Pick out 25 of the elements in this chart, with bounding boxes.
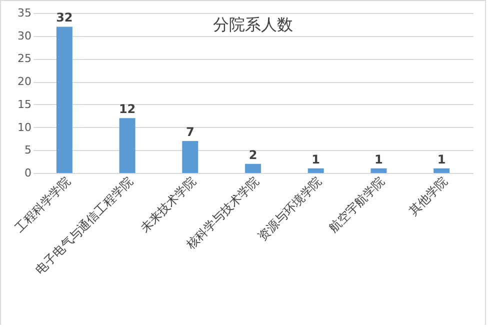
y-tick-label: 10 <box>18 120 32 134</box>
bar <box>119 118 136 173</box>
y-tick-label: 30 <box>18 29 32 42</box>
data-label: 1 <box>374 152 383 166</box>
y-tick-label: 15 <box>18 98 32 111</box>
x-tick-label: 其他学院 <box>406 174 450 218</box>
y-tick-label: 20 <box>18 75 32 88</box>
bar <box>370 168 387 173</box>
data-label: 7 <box>186 125 194 139</box>
data-label: 2 <box>248 148 258 162</box>
chart-title: 分院系人数 <box>213 15 293 34</box>
bar <box>308 168 324 173</box>
data-label: 12 <box>118 102 136 116</box>
y-tick-label: 35 <box>18 6 32 20</box>
y-tick-label: 25 <box>18 52 32 66</box>
bar <box>245 164 261 173</box>
data-label: 32 <box>56 10 73 25</box>
x-tick-label: 航空宇航学院 <box>326 174 388 235</box>
bar <box>434 168 450 173</box>
bar <box>56 26 72 173</box>
data-label: 1 <box>437 152 446 166</box>
data-label: 1 <box>312 152 320 166</box>
y-tick-label: 0 <box>24 166 32 180</box>
y-tick-label: 5 <box>24 144 32 157</box>
bar <box>182 141 198 173</box>
